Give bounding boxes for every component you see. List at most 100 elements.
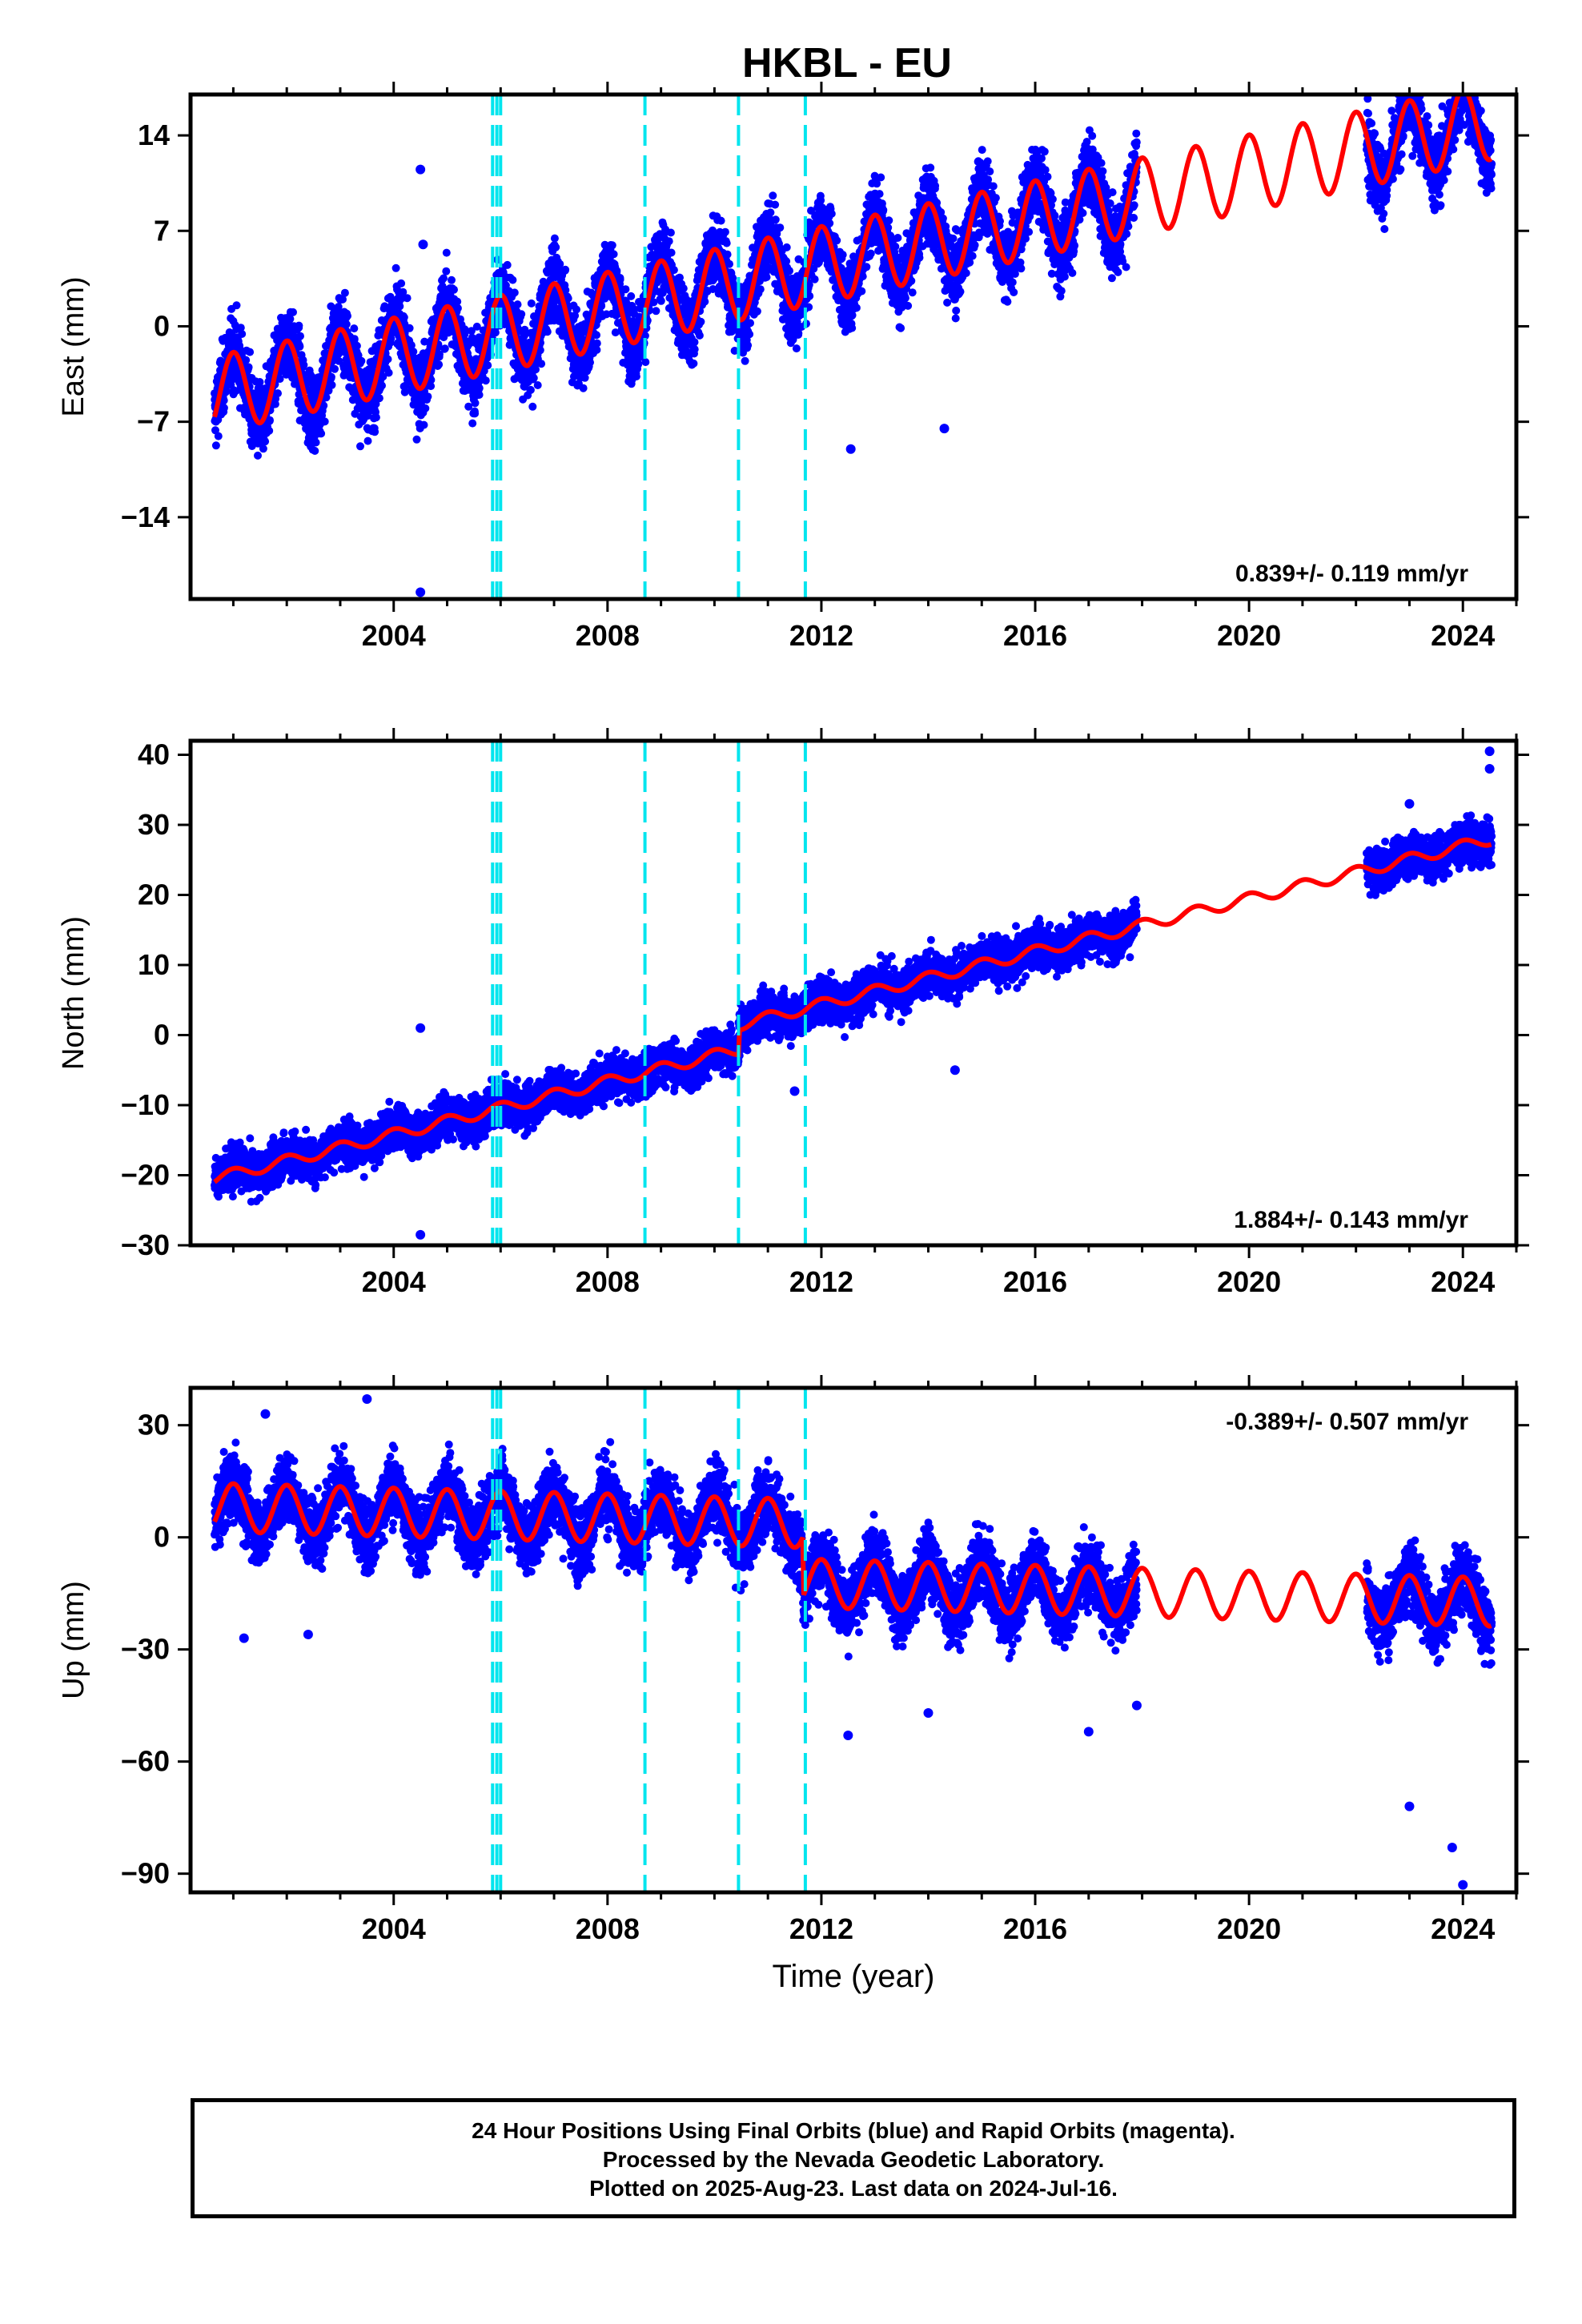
- east-data-point: [334, 303, 343, 312]
- east-data-point: [915, 253, 924, 262]
- east-data-point: [543, 328, 552, 336]
- east-data-point: [857, 287, 866, 296]
- east-data-point: [219, 404, 228, 412]
- east-data-point: [222, 387, 231, 396]
- east-data-point: [717, 216, 725, 225]
- east-data-point: [343, 312, 351, 320]
- east-data-point: [371, 428, 379, 436]
- east-data-point: [427, 376, 436, 384]
- east-data-point: [756, 285, 765, 294]
- east-data-point: [363, 436, 372, 445]
- east-data-point: [460, 325, 469, 334]
- east-data-point: [827, 209, 836, 218]
- east-data-point: [242, 356, 251, 364]
- east-data-point: [475, 384, 484, 392]
- east-data-point: [690, 345, 699, 354]
- east-data-point: [746, 319, 754, 328]
- east-data-point: [503, 260, 512, 269]
- east-data-point: [904, 301, 913, 310]
- east-data-point: [322, 393, 331, 402]
- east-data-point: [471, 399, 480, 408]
- chart-title: HKBL - EU: [742, 40, 952, 86]
- east-data-point: [397, 279, 406, 287]
- east-data-point: [319, 401, 328, 410]
- east-data-point: [695, 331, 704, 340]
- east-data-point: [236, 324, 245, 332]
- east-data-point: [769, 191, 777, 200]
- east-data-point: [852, 304, 861, 312]
- east-data-point: [652, 307, 661, 316]
- east-data-point: [412, 435, 421, 444]
- east-data-point: [640, 332, 649, 340]
- east-data-point: [510, 288, 519, 297]
- east-data-point: [592, 331, 600, 340]
- east-data-point: [435, 360, 444, 369]
- east-data-point: [667, 248, 676, 257]
- east-data-point: [475, 391, 484, 399]
- east-data-point: [311, 438, 320, 447]
- east-data-point: [669, 266, 678, 275]
- east-data-point: [838, 251, 847, 259]
- east-data-point: [420, 420, 428, 429]
- east-data-point: [357, 356, 366, 365]
- east-data-point: [442, 248, 451, 257]
- east-data-point: [862, 263, 871, 271]
- east-data-point: [561, 265, 570, 274]
- east-data-point: [609, 250, 618, 259]
- east-data-point: [926, 163, 935, 172]
- east-data-point: [536, 346, 544, 355]
- east-data-point: [666, 228, 675, 237]
- east-data-point: [244, 363, 253, 372]
- east-data-point: [901, 294, 909, 303]
- east-data-point: [440, 344, 449, 353]
- east-data-point: [529, 374, 538, 382]
- east-data-point: [387, 334, 396, 343]
- east-data-point: [877, 173, 885, 182]
- east-data-point: [792, 344, 801, 353]
- east-data-point: [634, 360, 643, 369]
- east-data-point: [592, 345, 601, 354]
- east-data-point: [776, 223, 785, 232]
- east-data-point: [771, 215, 780, 224]
- east-data-point: [403, 294, 412, 303]
- east-data-point: [571, 312, 580, 320]
- east-data-point: [275, 375, 284, 384]
- east-data-point: [464, 402, 473, 411]
- east-data-point: [375, 394, 383, 403]
- east-data-point: [745, 330, 754, 339]
- east-data-point: [383, 355, 392, 364]
- east-data-point: [356, 442, 364, 451]
- east-data-point: [471, 409, 480, 418]
- east-data-point: [295, 342, 304, 351]
- east-data-point: [572, 305, 580, 314]
- east-data-point: [561, 286, 570, 295]
- east-data-point: [725, 259, 733, 268]
- east-data-points: [211, 94, 1496, 597]
- east-data-point: [611, 328, 620, 337]
- east-data-point: [331, 364, 339, 373]
- east-data-point: [246, 348, 255, 356]
- east-data-point: [891, 242, 900, 251]
- east-data-point: [753, 307, 761, 316]
- east-data-point: [556, 259, 564, 268]
- east-data-point: [371, 413, 380, 422]
- east-data-point: [378, 381, 386, 390]
- east-data-point: [866, 249, 875, 258]
- east-data-point: [342, 320, 351, 328]
- east-data-point: [744, 341, 753, 350]
- east-data-point: [317, 429, 326, 438]
- east-data-point: [405, 324, 414, 332]
- east-data-point: [612, 267, 621, 275]
- east-data-point: [311, 447, 319, 455]
- east-data-point: [424, 392, 432, 401]
- east-data-point: [286, 315, 295, 324]
- east-data-point: [766, 208, 775, 217]
- east-data-point: [579, 384, 588, 392]
- east-data-point: [340, 288, 349, 297]
- east-data-point: [624, 310, 632, 319]
- east-data-point: [211, 441, 220, 450]
- east-data-point: [908, 288, 917, 297]
- east-data-point: [299, 360, 308, 369]
- east-data-point: [897, 324, 905, 332]
- east-data-point: [235, 344, 244, 353]
